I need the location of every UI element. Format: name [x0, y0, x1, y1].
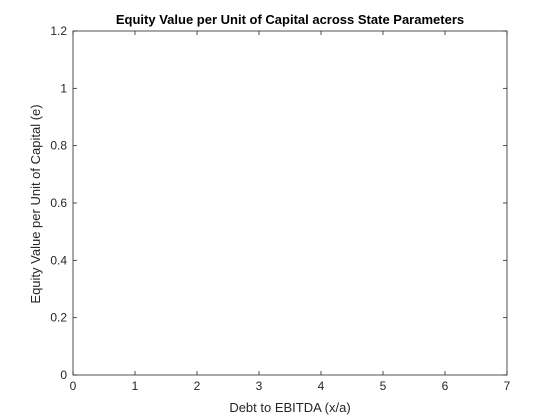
x-tick-label: 2	[194, 379, 201, 393]
y-tick-label: 0	[60, 368, 67, 382]
x-tick-label: 5	[380, 379, 387, 393]
x-tick-label: 6	[442, 379, 449, 393]
x-tick-label: 1	[132, 379, 139, 393]
y-tick-label: 0.4	[50, 253, 67, 267]
y-axis-label: Equity Value per Unit of Capital (e)	[28, 104, 43, 303]
x-tick-label: 3	[256, 379, 263, 393]
x-axis-label: Debt to EBITDA (x/a)	[229, 400, 350, 415]
y-tick-label: 0.6	[50, 196, 67, 210]
x-tick-label: 0	[70, 379, 77, 393]
axes: 0 1 2 3 4 5 6 7 0 0.2 0.4 0.6 0.8 1 1.2	[50, 24, 510, 393]
x-tick-label: 4	[318, 379, 325, 393]
plot-box	[72, 30, 508, 376]
labels: Equity Value per Unit of Capital across …	[28, 12, 464, 415]
x-tick-label: 7	[504, 379, 511, 393]
y-tick-label: 1.2	[50, 24, 67, 38]
y-tick-label: 0.8	[50, 139, 67, 153]
chart-title: Equity Value per Unit of Capital across …	[116, 12, 464, 27]
y-tick-label: 1	[60, 81, 67, 95]
y-tick-label: 0.2	[50, 311, 67, 325]
